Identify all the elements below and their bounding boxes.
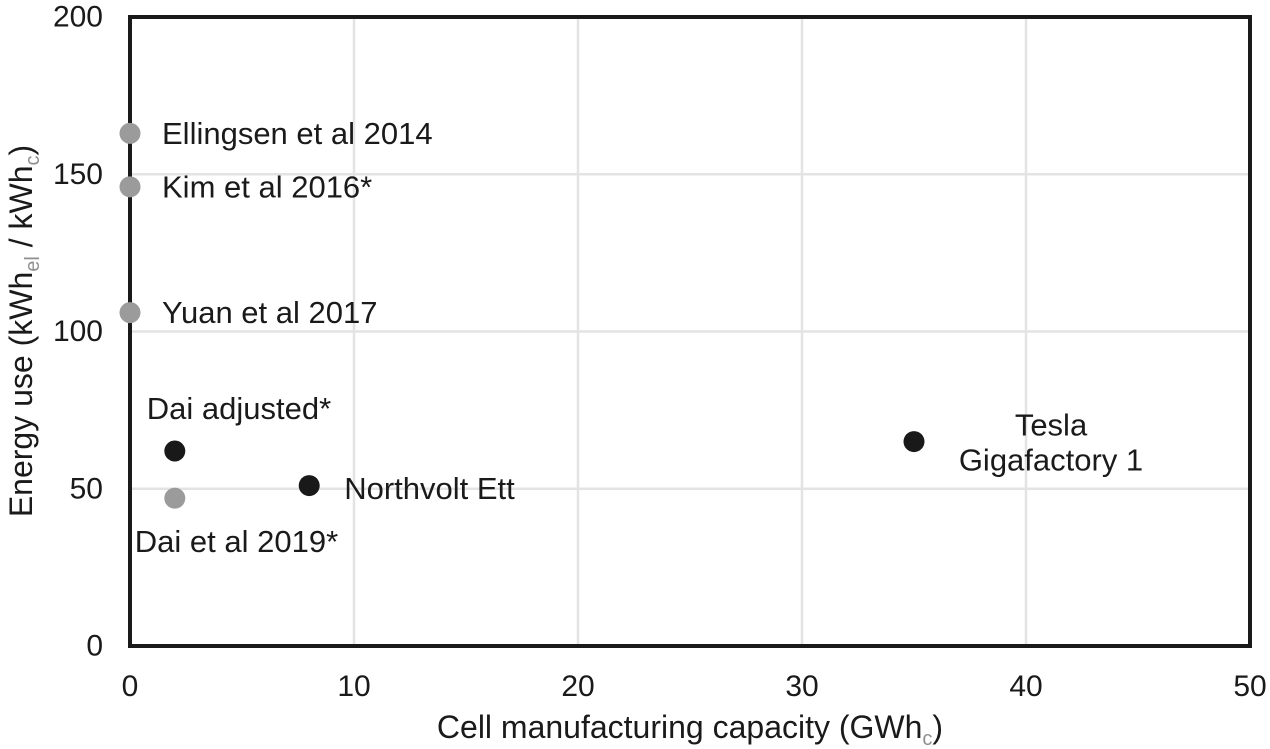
x-tick-label: 0 [122,670,139,703]
x-tick-label: 50 [1233,670,1266,703]
x-axis-title: Cell manufacturing capacity (GWhc) [437,709,943,749]
data-point-kim-et-al-2016 [119,176,141,198]
y-tick-label: 50 [70,472,103,505]
data-point-label-yuan-et-al-2017: Yuan et al 2017 [162,295,377,330]
data-point-label-ellingsen-et-al-2014: Ellingsen et al 2014 [162,116,433,151]
y-tick-label: 150 [53,158,103,191]
data-point-dai-et-al-2019 [164,487,186,509]
data-point-label-dai-adjusted: Dai adjusted* [147,391,331,426]
data-point-yuan-et-al-2017 [119,302,141,324]
plot-border [128,15,1252,648]
data-point-label-kim-et-al-2016: Kim et al 2016* [162,169,372,204]
x-tick-label: 40 [1009,670,1042,703]
data-point-label-tesla-line-2: Gigafactory 1 [959,443,1143,478]
data-point-dai-adjusted [164,440,186,462]
data-point-ellingsen-et-al-2014 [119,122,141,144]
y-tick-label: 200 [53,1,103,34]
x-tick-label: 20 [561,670,594,703]
data-point-tesla [903,431,925,453]
data-point-northvolt-ett [298,475,320,497]
y-tick-label: 100 [53,315,103,348]
data-point-label-tesla-line-1: Tesla [1015,408,1088,443]
x-tick-label: 10 [337,670,370,703]
y-axis-title: Energy use (kWhel / kWhc) [3,145,44,517]
x-tick-label: 30 [785,670,818,703]
data-point-label-northvolt-ett: Northvolt Ett [344,471,515,506]
y-tick-label: 0 [86,630,103,663]
data-point-label-dai-et-al-2019: Dai et al 2019* [135,524,338,559]
